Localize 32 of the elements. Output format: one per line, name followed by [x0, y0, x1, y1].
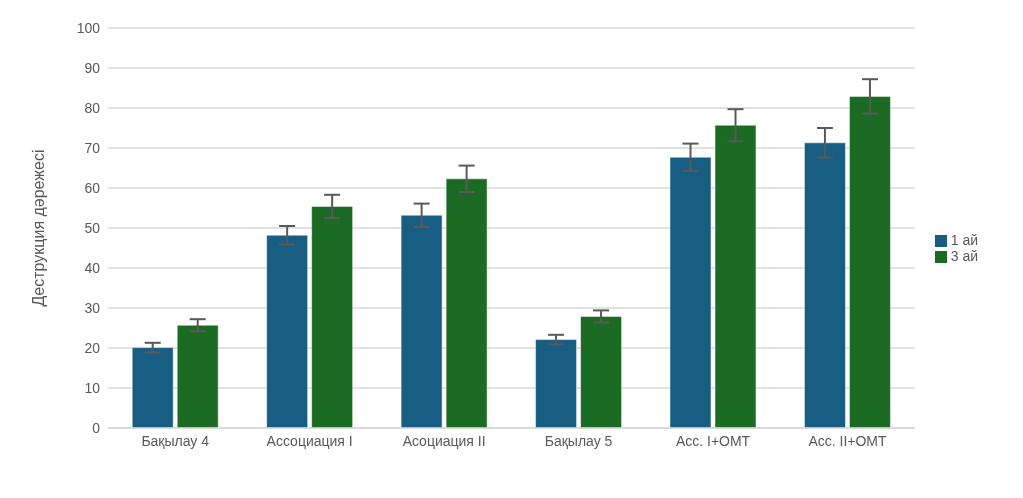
x-tick-label: Асс. I+ОМТ [675, 432, 751, 449]
bar [669, 156, 712, 428]
bar [535, 339, 577, 428]
y-tick-label: 10 [84, 379, 101, 396]
y-tick-label: 30 [84, 299, 101, 316]
y-tick-label: 100 [76, 19, 101, 36]
x-tick-label: Бақылау 4 [141, 432, 210, 449]
y-tick-label: 20 [84, 339, 101, 356]
bar [400, 214, 443, 428]
x-tick-label: Асс. II+ОМТ [808, 432, 888, 449]
bar [804, 142, 846, 428]
y-tick-label: 50 [84, 219, 101, 236]
bar [311, 206, 353, 428]
bar [714, 124, 757, 428]
legend-label: 1 ай [950, 232, 978, 248]
x-tick-label: Ассоциация I [266, 432, 353, 449]
y-tick-label: 90 [84, 59, 101, 76]
y-tick-label: 80 [84, 99, 101, 116]
x-tick-label: Асоциация II [402, 432, 486, 449]
legend-label: 3 ай [950, 248, 978, 264]
x-tick-label: Бақылау 5 [544, 432, 613, 449]
y-tick-label: 60 [84, 179, 101, 196]
y-axis-title: Деструкция дәрежесі [29, 149, 47, 307]
bar [176, 324, 219, 428]
bar [849, 96, 891, 428]
bar [266, 234, 308, 428]
bar [131, 347, 174, 428]
y-tick-label: 70 [84, 139, 101, 156]
y-tick-label: 40 [84, 259, 101, 276]
y-tick-label: 0 [92, 419, 101, 436]
bar [580, 316, 622, 428]
bar [445, 178, 488, 428]
